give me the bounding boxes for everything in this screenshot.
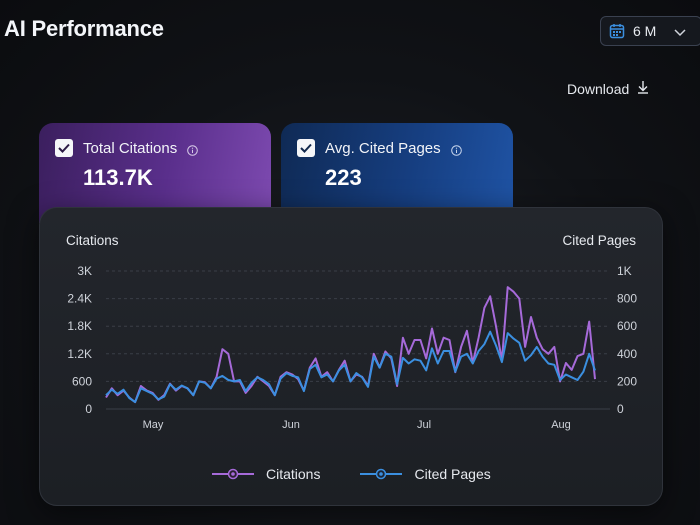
legend-marker-cited-pages-icon xyxy=(360,468,403,480)
y2-tick-label: 0 xyxy=(617,402,624,416)
x-tick-label: May xyxy=(143,419,164,431)
y2-tick-label: 600 xyxy=(617,319,637,333)
legend-item-citations[interactable]: Citations xyxy=(212,466,320,482)
download-label: Download xyxy=(567,80,630,97)
y-tick-label: 1.2K xyxy=(67,347,92,361)
tab-value: 223 xyxy=(325,165,362,190)
tab-label: Total Citations xyxy=(83,139,178,157)
x-tick-label: Jun xyxy=(282,419,300,431)
x-tick-label: Jul xyxy=(417,419,431,431)
y2-axis-title: Cited Pages xyxy=(562,233,636,248)
x-tick-label: Aug xyxy=(551,419,571,431)
legend-label: Cited Pages xyxy=(414,466,491,482)
legend-item-cited-pages[interactable]: Cited Pages xyxy=(360,466,491,482)
y2-tick-label: 200 xyxy=(617,374,637,388)
y2-tick-label: 1K xyxy=(617,264,632,278)
calendar-icon xyxy=(609,23,625,39)
y2-tick-label: 800 xyxy=(617,292,637,306)
y-tick-label: 2.4K xyxy=(67,292,92,306)
series-line-citations xyxy=(105,286,596,404)
download-icon xyxy=(637,80,649,97)
series-line-cited-pages xyxy=(105,330,596,404)
chart-card: Citations Cited Pages 0 0 600 200 1.2K 400 1.8… xyxy=(39,207,663,506)
total-citations-checkbox[interactable] xyxy=(55,139,73,157)
date-range-select[interactable]: 6 M xyxy=(600,16,700,46)
avg-cited-pages-checkbox[interactable] xyxy=(297,139,315,157)
y-tick-label: 600 xyxy=(72,374,92,388)
chevron-down-icon xyxy=(674,25,686,37)
legend-marker-citations-icon xyxy=(212,468,254,480)
tab-value: 113.7K xyxy=(83,165,153,190)
info-icon[interactable] xyxy=(187,143,199,156)
chart-legend: Citations Cited Pages xyxy=(212,466,491,482)
y-tick-label: 3K xyxy=(77,264,92,278)
tab-label: Avg. Cited Pages xyxy=(325,139,441,157)
line-chart: 0 0 600 200 1.2K 400 1.8K 600 2.4K 800 3K 1K May Jun J… xyxy=(67,264,637,431)
legend-label: Citations xyxy=(266,466,321,482)
download-button[interactable]: Download xyxy=(567,80,649,97)
y-tick-label: 1.8K xyxy=(67,319,92,333)
page-title: AI Performance xyxy=(4,16,164,41)
info-icon[interactable] xyxy=(450,143,462,156)
y-axis-title: Citations xyxy=(66,233,119,248)
date-range-value: 6 M xyxy=(633,23,657,39)
y2-tick-label: 400 xyxy=(617,347,637,361)
y-tick-label: 0 xyxy=(85,402,92,416)
tab-total-citations[interactable]: Total Citations 113.7K xyxy=(39,123,271,223)
tab-avg-cited-pages[interactable]: Avg. Cited Pages 223 xyxy=(281,123,513,223)
